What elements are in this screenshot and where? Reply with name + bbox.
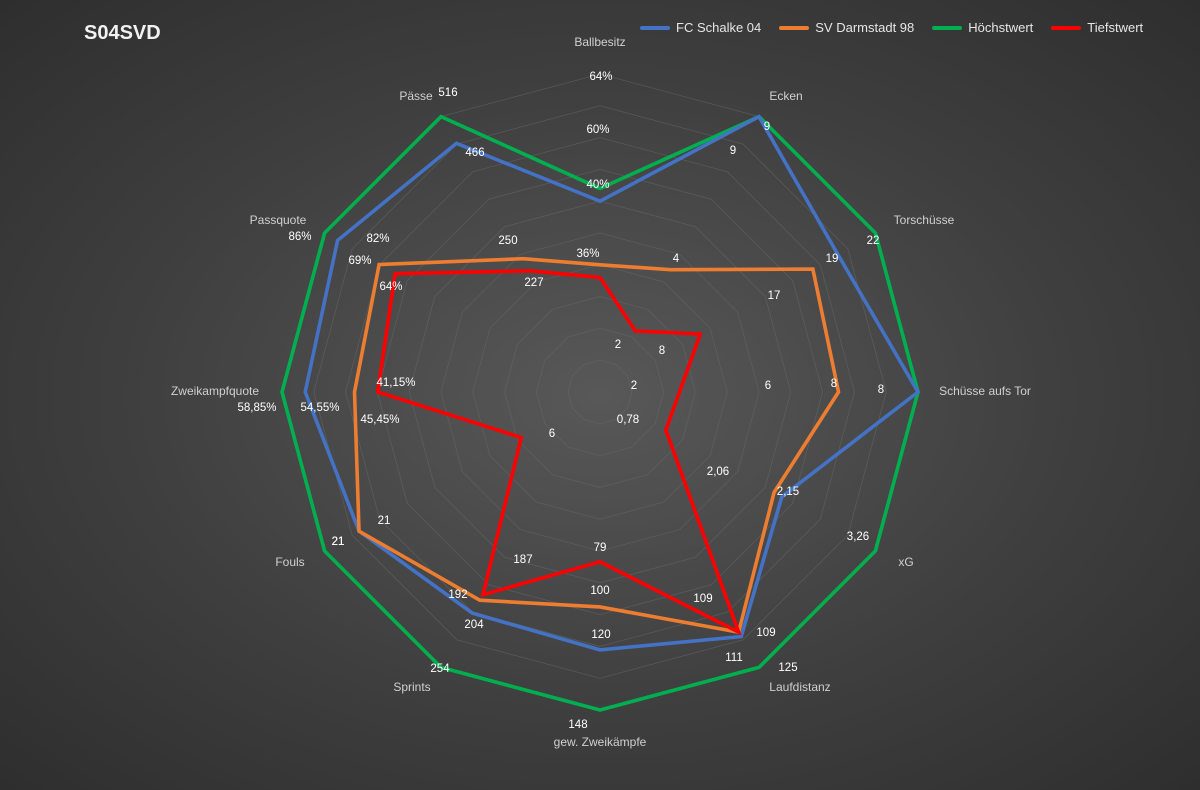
data-label: 0,78 xyxy=(617,414,639,426)
data-label: 64% xyxy=(589,71,612,83)
data-label: 36% xyxy=(576,248,599,260)
data-label: 79 xyxy=(594,542,607,554)
data-label: 4 xyxy=(673,253,680,265)
data-label: 466 xyxy=(465,147,484,159)
data-label: 40% xyxy=(586,179,609,191)
data-label: 125 xyxy=(778,662,797,674)
axis-label: Ecken xyxy=(769,89,802,103)
legend-swatch-tiefstwert xyxy=(1051,25,1082,30)
data-label: 2 xyxy=(615,339,621,351)
legend: FC Schalke 04 SV Darmstadt 98 Höchstwert… xyxy=(640,20,1143,35)
data-label: 6 xyxy=(549,428,555,440)
data-label: 120 xyxy=(591,629,610,641)
legend-label-hoechstwert: Höchstwert xyxy=(968,20,1034,35)
data-label: 54,55% xyxy=(300,402,339,414)
grid-ring xyxy=(472,264,728,520)
grid-ring xyxy=(376,168,824,616)
data-label: 2 xyxy=(631,380,637,392)
data-label: 2,06 xyxy=(707,466,729,478)
grid-ring xyxy=(408,200,792,584)
chart-title: S04SVD xyxy=(84,22,161,44)
data-label: 8 xyxy=(831,378,837,390)
data-label: 58,85% xyxy=(237,402,276,414)
grid-ring xyxy=(535,327,665,457)
axis-label: xG xyxy=(898,555,913,569)
grid-ring xyxy=(504,296,696,488)
data-label: 3,26 xyxy=(847,531,869,543)
axis-label: Torschüsse xyxy=(894,213,955,227)
legend-swatch-darmstadt xyxy=(779,25,810,30)
legend-item-schalke: FC Schalke 04 xyxy=(640,20,761,35)
data-label: 227 xyxy=(524,277,543,289)
legend-item-tiefstwert: Tiefstwert xyxy=(1051,20,1143,35)
data-label: 19 xyxy=(826,253,839,265)
data-label: 45,45% xyxy=(360,414,399,426)
data-label: 86% xyxy=(288,231,311,243)
legend-label-darmstadt: SV Darmstadt 98 xyxy=(815,20,915,35)
data-label: 22 xyxy=(867,235,880,247)
axis-label: gew. Zweikämpfe xyxy=(554,735,647,749)
data-label: 100 xyxy=(590,585,609,597)
series-line xyxy=(303,114,921,652)
data-label: 21 xyxy=(378,515,391,527)
series-line xyxy=(352,256,841,635)
axis-label: Sprints xyxy=(393,680,430,694)
data-label: 8 xyxy=(878,384,884,396)
series-line xyxy=(280,114,920,712)
axis-label: Ballbesitz xyxy=(574,35,625,49)
data-label: 41,15% xyxy=(376,377,415,389)
legend-swatch-schalke xyxy=(640,25,670,30)
legend-item-hoechstwert: Höchstwert xyxy=(932,20,1033,35)
data-label: 250 xyxy=(498,235,517,247)
data-label: 82% xyxy=(366,233,389,245)
data-label: 8 xyxy=(659,345,665,357)
legend-item-darmstadt: SV Darmstadt 98 xyxy=(779,20,914,35)
data-label: 60% xyxy=(586,124,609,136)
legend-swatch-hoechstwert xyxy=(932,25,963,30)
data-label: 9 xyxy=(764,121,770,133)
data-label: 148 xyxy=(568,719,587,731)
legend-label-tiefstwert: Tiefstwert xyxy=(1087,20,1144,35)
data-label: 2,15 xyxy=(777,486,799,498)
data-label: 109 xyxy=(693,593,712,605)
data-label: 192 xyxy=(448,589,467,601)
axis-label: Pässe xyxy=(399,89,433,103)
axis-label: Passquote xyxy=(250,213,307,227)
grid-ring xyxy=(567,359,633,425)
data-label: 21 xyxy=(332,536,345,548)
data-label: 109 xyxy=(756,627,775,639)
data-label: 111 xyxy=(725,652,742,664)
data-label: 64% xyxy=(379,281,402,293)
data-label: 17 xyxy=(768,290,781,302)
grid-ring xyxy=(313,105,887,679)
data-label: 21 xyxy=(332,536,345,548)
axis-label: Schüsse aufs Tor xyxy=(939,384,1031,398)
series-line xyxy=(375,269,742,636)
axis-label: Zweikampfquote xyxy=(171,384,259,398)
grid-ring xyxy=(440,232,760,552)
data-label: 9 xyxy=(730,145,736,157)
data-label: 187 xyxy=(513,554,532,566)
grid-ring xyxy=(345,137,855,647)
axis-label: Laufdistanz xyxy=(769,680,830,694)
axis-label: Fouls xyxy=(275,555,304,569)
data-label: 254 xyxy=(430,663,450,675)
data-label: 69% xyxy=(348,255,371,267)
data-label: 6 xyxy=(765,380,771,392)
data-label: 204 xyxy=(464,619,484,631)
data-label: 516 xyxy=(438,87,457,99)
legend-label-schalke: FC Schalke 04 xyxy=(676,20,762,35)
